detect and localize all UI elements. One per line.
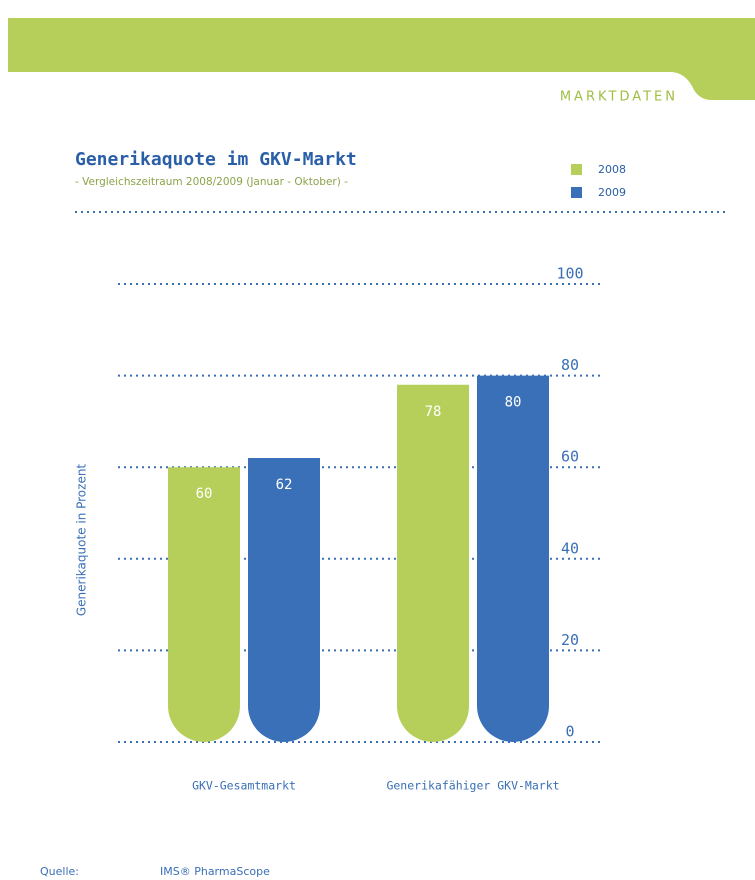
legend-label: 2009 bbox=[598, 186, 626, 199]
legend-label: 2008 bbox=[598, 163, 626, 176]
chart-title: Generikaquote im GKV-Markt bbox=[75, 149, 357, 170]
legend-swatch bbox=[571, 187, 582, 198]
bar bbox=[477, 375, 549, 742]
y-tick-label: 0 bbox=[565, 723, 574, 741]
bar-value-label: 80 bbox=[505, 395, 522, 411]
y-tick-label: 20 bbox=[561, 631, 579, 649]
bar bbox=[248, 458, 320, 742]
x-tick-label: Generikafähiger GKV-Markt bbox=[386, 779, 559, 793]
legend-swatch bbox=[571, 164, 582, 175]
y-tick-label: 80 bbox=[561, 356, 579, 374]
y-tick-label: 100 bbox=[556, 265, 583, 283]
y-axis-label: Generikaquote in Prozent bbox=[75, 464, 89, 617]
bar bbox=[168, 467, 240, 742]
y-tick-label: 40 bbox=[561, 539, 579, 557]
y-tick-label: 60 bbox=[561, 448, 579, 466]
header-label: MARKTDATEN bbox=[560, 90, 678, 105]
source-label: Quelle: bbox=[40, 865, 79, 878]
bar-value-label: 62 bbox=[276, 477, 293, 493]
header-banner bbox=[8, 18, 755, 100]
bar bbox=[397, 384, 469, 742]
bar-value-label: 78 bbox=[425, 404, 442, 420]
bar-value-label: 60 bbox=[196, 486, 213, 502]
source-text: IMS® PharmaScope bbox=[160, 865, 270, 878]
chart-subtitle: - Vergleichszeitraum 2008/2009 (Januar -… bbox=[75, 176, 348, 188]
x-tick-label: GKV-Gesamtmarkt bbox=[192, 779, 296, 793]
